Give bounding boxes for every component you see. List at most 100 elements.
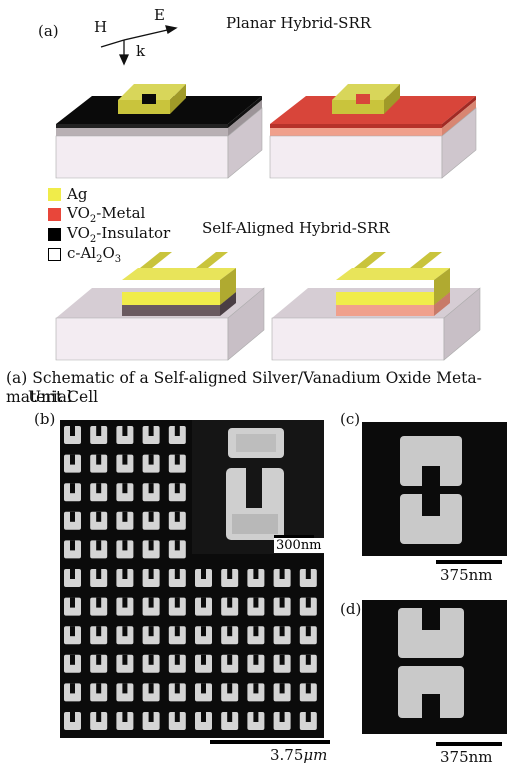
srr-element [142, 712, 160, 730]
srr-element [90, 683, 108, 702]
srr-element [142, 569, 160, 587]
srr-element [247, 569, 265, 587]
axis-label-h: H [94, 18, 108, 36]
srr-element [168, 426, 186, 444]
legend-swatch-vo2-insulator [48, 227, 61, 241]
inset-srr [226, 428, 284, 540]
legend-swatch-vo2-metal [48, 207, 61, 221]
srr-element [168, 540, 186, 559]
srr-element [221, 712, 239, 730]
srr-element [64, 712, 81, 730]
srr-element [168, 712, 186, 730]
srr-element [247, 597, 265, 616]
srr-element [142, 511, 160, 530]
srr-element [195, 597, 212, 616]
panel-a-schematic [55, 25, 481, 361]
sem-image-c [362, 422, 507, 556]
legend-label-vo2-metal: VO2-Metal [67, 203, 146, 225]
scale-bar-d [436, 742, 502, 746]
srr-element [116, 569, 134, 587]
srr-element [142, 540, 160, 559]
srr-element [299, 597, 317, 616]
srr-element [273, 712, 291, 730]
srr-element [64, 511, 81, 530]
srr-element [142, 626, 160, 645]
srr-element [195, 683, 212, 702]
srr-element [64, 654, 81, 673]
srr-element [195, 654, 212, 673]
axis-label-e: E [154, 6, 165, 24]
srr-element [168, 511, 186, 530]
srr-element [273, 597, 291, 616]
srr-element [116, 712, 134, 730]
inset-image: 300nm [192, 420, 324, 554]
title-planar: Planar Hybrid-SRR [226, 14, 372, 32]
srr-element [90, 483, 108, 502]
srr-element [142, 426, 160, 444]
srr-element [142, 654, 160, 673]
srr-pair-d [398, 608, 464, 718]
srr-element [64, 683, 81, 702]
planar-srr-left [55, 84, 263, 179]
srr-element [273, 654, 291, 673]
inset-scale-bar [274, 535, 314, 539]
legend-label-vo2-insulator: VO2-Insulator [67, 223, 171, 245]
srr-element [116, 511, 134, 530]
panel-a-label: (a) [38, 22, 59, 40]
srr-element [90, 540, 108, 559]
srr-element [90, 511, 108, 530]
srr-element [116, 683, 134, 702]
srr-element [116, 540, 134, 559]
legend-vo2-metal: VO2-Metal [48, 203, 146, 225]
legend-al2o3: c-Al2O3 [48, 243, 122, 265]
srr-element [221, 626, 239, 645]
srr-element [90, 454, 108, 473]
srr-element [299, 683, 317, 702]
srr-element [64, 426, 81, 444]
srr-element [142, 597, 160, 616]
srr-element [168, 483, 186, 502]
srr-element [64, 569, 81, 587]
caption-a-line1: (a) Schematic of a Self-aligned Silver/V… [6, 369, 482, 406]
panel-b-label: (b) [34, 410, 56, 428]
srr-element [116, 426, 134, 444]
srr-element [90, 569, 108, 587]
srr-element [168, 569, 186, 587]
srr-element [116, 483, 134, 502]
self-aligned-srr-right [271, 252, 481, 361]
ag-u-left [118, 84, 186, 114]
main-scale-bar [210, 740, 330, 744]
srr-element [247, 683, 265, 702]
srr-element [64, 540, 81, 559]
srr-element [247, 654, 265, 673]
scale-bar-c [436, 560, 502, 564]
srr-element [221, 683, 239, 702]
srr-element [90, 626, 108, 645]
self-aligned-srr-left [55, 252, 265, 361]
srr-element [64, 483, 81, 502]
planar-srr-right [269, 84, 477, 179]
srr-element [90, 654, 108, 673]
scale-label-c: 375nm [440, 566, 493, 584]
srr-element [142, 454, 160, 473]
srr-element [299, 712, 317, 730]
srr-array-grid [64, 426, 317, 730]
scale-label-d: 375nm [440, 748, 493, 766]
srr-element [299, 626, 317, 645]
srr-element [90, 426, 108, 444]
srr-element [168, 626, 186, 645]
srr-element [273, 626, 291, 645]
srr-element [273, 683, 291, 702]
panel-c-label: (c) [340, 410, 361, 428]
legend-ag: Ag [48, 185, 87, 203]
srr-element [299, 569, 317, 587]
srr-element [299, 654, 317, 673]
srr-pair-c [400, 436, 462, 544]
legend-vo2-insulator: VO2-Insulator [48, 223, 171, 245]
srr-element [64, 597, 81, 616]
legend-label-al2o3: c-Al2O3 [67, 243, 122, 265]
srr-element [168, 454, 186, 473]
title-self-aligned: Self-Aligned Hybrid-SRR [202, 219, 390, 237]
legend-swatch-al2o3 [48, 247, 61, 261]
srr-element [64, 454, 81, 473]
